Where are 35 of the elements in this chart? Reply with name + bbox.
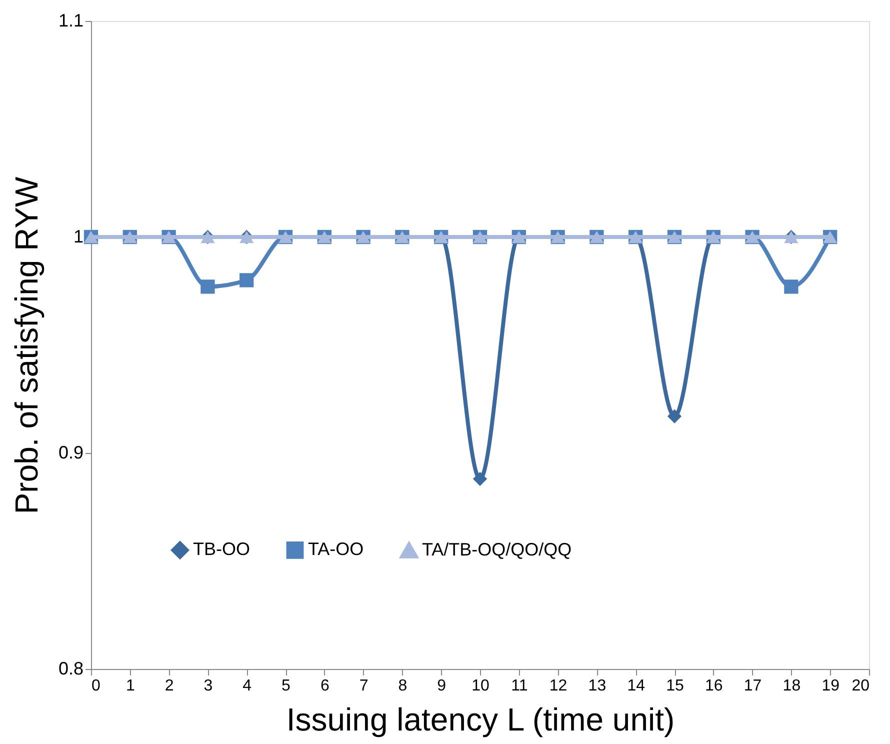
point — [240, 273, 254, 288]
x-tick-label: 13 — [588, 678, 606, 694]
x-tick-label: 0 — [92, 678, 100, 694]
x-tick-label: 15 — [666, 678, 684, 694]
legend-label: TA-OO — [308, 539, 364, 560]
x-tick-label: 7 — [359, 678, 368, 694]
point — [200, 280, 215, 294]
legend-label: TA/TB-OQ/QO/QQ — [422, 540, 572, 560]
x-axis-title: Issuing latency L (time unit) — [286, 702, 675, 738]
x-tick-label: 4 — [242, 678, 252, 694]
x-tick-label: 16 — [705, 678, 723, 694]
x-tick-label: 20 — [852, 678, 870, 694]
x-tick-label: 18 — [782, 678, 801, 694]
point — [472, 472, 488, 486]
y-tick-label: 1.1 — [58, 10, 84, 30]
y-tick-label: 1 — [73, 226, 84, 246]
x-tick-label: 6 — [320, 678, 330, 694]
y-tick-label: 0.9 — [58, 442, 84, 462]
x-tick-label: 10 — [472, 678, 490, 694]
x-tick-label: 19 — [822, 678, 840, 694]
x-tick-label: 3 — [204, 678, 213, 694]
legend-label: TB-OO — [193, 539, 250, 560]
x-tick-label: 1 — [126, 678, 135, 694]
y-axis-title: Prob. of satisfying RYW — [8, 176, 44, 514]
x-tick-label: 12 — [549, 678, 568, 694]
x-tick-label: 14 — [627, 678, 646, 694]
x-tick-label: 2 — [164, 678, 174, 694]
x-tick-label: 8 — [398, 678, 408, 694]
x-tick-label: 5 — [282, 678, 291, 694]
point — [784, 280, 798, 294]
point — [667, 409, 682, 424]
x-tick-label: 9 — [437, 678, 446, 694]
y-tick-label: 0.8 — [58, 658, 84, 678]
x-tick-label: 17 — [744, 678, 762, 694]
x-tick-label: 11 — [511, 678, 528, 694]
